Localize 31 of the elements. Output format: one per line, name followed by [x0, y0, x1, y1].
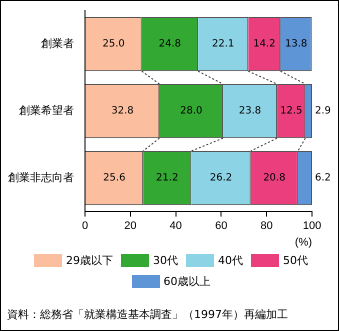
x-axis-title: (%)	[294, 236, 312, 248]
data-label: 6.2	[315, 172, 331, 184]
x-tick-label: 60	[215, 220, 228, 232]
data-label: 20.8	[263, 172, 286, 184]
y-tick-label: 創業非志向者	[8, 171, 74, 184]
data-label: 25.0	[102, 38, 125, 50]
legend-label: 60歳以上	[164, 274, 210, 289]
data-label: 26.2	[210, 172, 232, 184]
x-tick-label: 0	[82, 220, 88, 232]
x-tick-label: 20	[124, 220, 137, 232]
legend-label: 29歳以下	[66, 253, 113, 268]
data-label: 21.2	[156, 172, 178, 184]
legend-label: 50代	[283, 253, 308, 268]
data-label: 13.8	[284, 38, 308, 50]
y-tick-label: 創業者	[41, 37, 74, 50]
x-tick-label: 100	[302, 220, 322, 232]
data-label: 14.2	[253, 38, 276, 50]
data-label: 28.0	[180, 106, 202, 117]
data-label: 32.8	[111, 106, 134, 117]
y-tick-label: 創業希望者	[19, 104, 74, 118]
data-label: 12.5	[280, 106, 302, 117]
data-label: 24.8	[158, 38, 182, 50]
legend-label: 30代	[153, 253, 178, 268]
legend-label: 40代	[218, 253, 243, 268]
data-label: 23.8	[238, 106, 262, 117]
text: 資料：総務省「就業構造基本調査」（1997年）再編加工	[7, 307, 288, 322]
data-label: 25.6	[103, 172, 126, 184]
data-label: 2.9	[315, 106, 331, 117]
x-tick-label: 80	[260, 220, 273, 232]
x-tick-label: 40	[170, 220, 182, 232]
data-label: 22.1	[212, 38, 234, 50]
